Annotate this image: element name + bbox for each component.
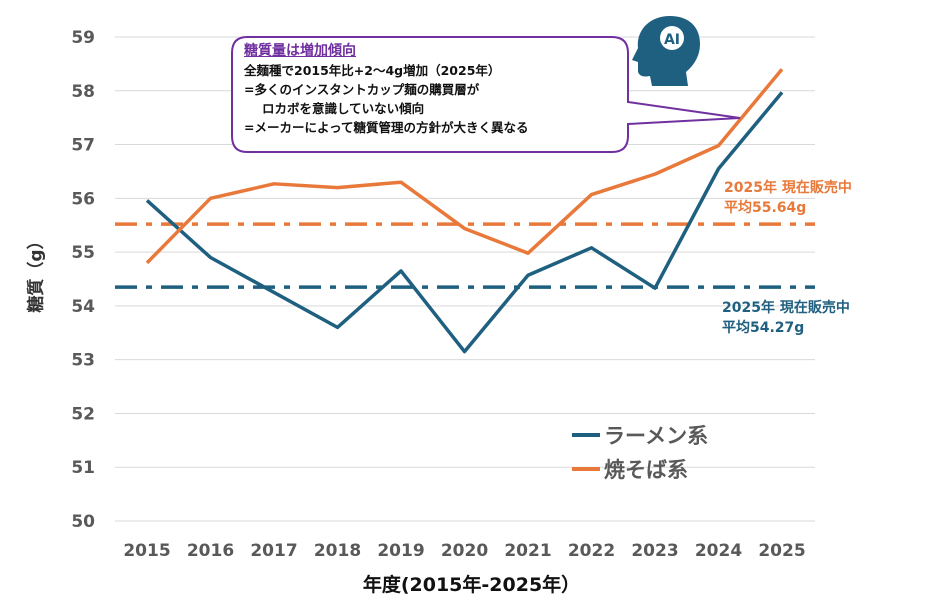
legend-swatch xyxy=(572,433,600,437)
ai-head-icon: AI xyxy=(632,16,700,86)
y-tick-label: 54 xyxy=(71,297,95,317)
y-tick-label: 52 xyxy=(71,404,95,424)
ref-label-line: 2025年 現在販売中 xyxy=(724,180,852,196)
legend-item-yakisoba: 焼そば系 xyxy=(572,454,688,484)
annotation-line: 全麺種で2015年比+2～4g増加（2025年） xyxy=(244,63,501,78)
y-axis-label: 糖質（g） xyxy=(26,232,47,313)
annotation-title: 糖質量は増加傾向 xyxy=(244,43,356,59)
x-axis-label: 年度(2015年-2025年） xyxy=(362,574,581,596)
annotation-line: =メーカーによって糖質管理の方針が大きく異なる xyxy=(244,120,529,135)
y-tick-label: 56 xyxy=(71,189,95,209)
svg-text:AI: AI xyxy=(664,32,680,48)
annotation-line: ロカボを意識していない傾向 xyxy=(262,101,425,116)
y-tick-label: 57 xyxy=(71,136,95,156)
x-tick-label: 2022 xyxy=(568,541,615,561)
x-tick-label: 2020 xyxy=(441,541,488,561)
y-tick-label: 50 xyxy=(71,512,95,532)
legend-item-ramen: ラーメン系 xyxy=(572,420,708,450)
x-tick-label: 2016 xyxy=(187,541,234,561)
y-tick-label: 55 xyxy=(71,243,95,263)
ref-label-yakisoba: 2025年 現在販売中 平均55.64g xyxy=(724,178,852,218)
annotation-box xyxy=(231,36,741,153)
x-tick-label: 2024 xyxy=(695,541,742,561)
y-tick-label: 51 xyxy=(71,458,95,478)
ref-label-line: 2025年 現在販売中 xyxy=(722,300,850,316)
x-tick-label: 2025 xyxy=(758,541,805,561)
x-tick-label: 2023 xyxy=(631,541,678,561)
legend-swatch xyxy=(572,467,600,471)
ref-label-ramen: 2025年 現在販売中 平均54.27g xyxy=(722,298,850,338)
y-tick-label: 59 xyxy=(71,28,95,48)
x-tick-label: 2019 xyxy=(377,541,424,561)
x-tick-label: 2015 xyxy=(123,541,170,561)
legend-label: ラーメン系 xyxy=(604,424,709,448)
annotation-callout: 糖質量は増加傾向 全麺種で2015年比+2～4g増加（2025年） =多くのイン… xyxy=(232,38,624,150)
annotation-line: =多くのインスタントカップ麺の購買層が xyxy=(244,82,480,97)
legend-label: 焼そば系 xyxy=(604,458,688,482)
ref-label-line: 平均55.64g xyxy=(724,200,807,216)
ref-label-line: 平均54.27g xyxy=(722,320,805,336)
y-tick-label: 53 xyxy=(71,351,95,371)
x-tick-label: 2021 xyxy=(504,541,551,561)
y-tick-label: 58 xyxy=(71,82,95,102)
x-tick-label: 2017 xyxy=(250,541,297,561)
x-tick-label: 2018 xyxy=(314,541,361,561)
